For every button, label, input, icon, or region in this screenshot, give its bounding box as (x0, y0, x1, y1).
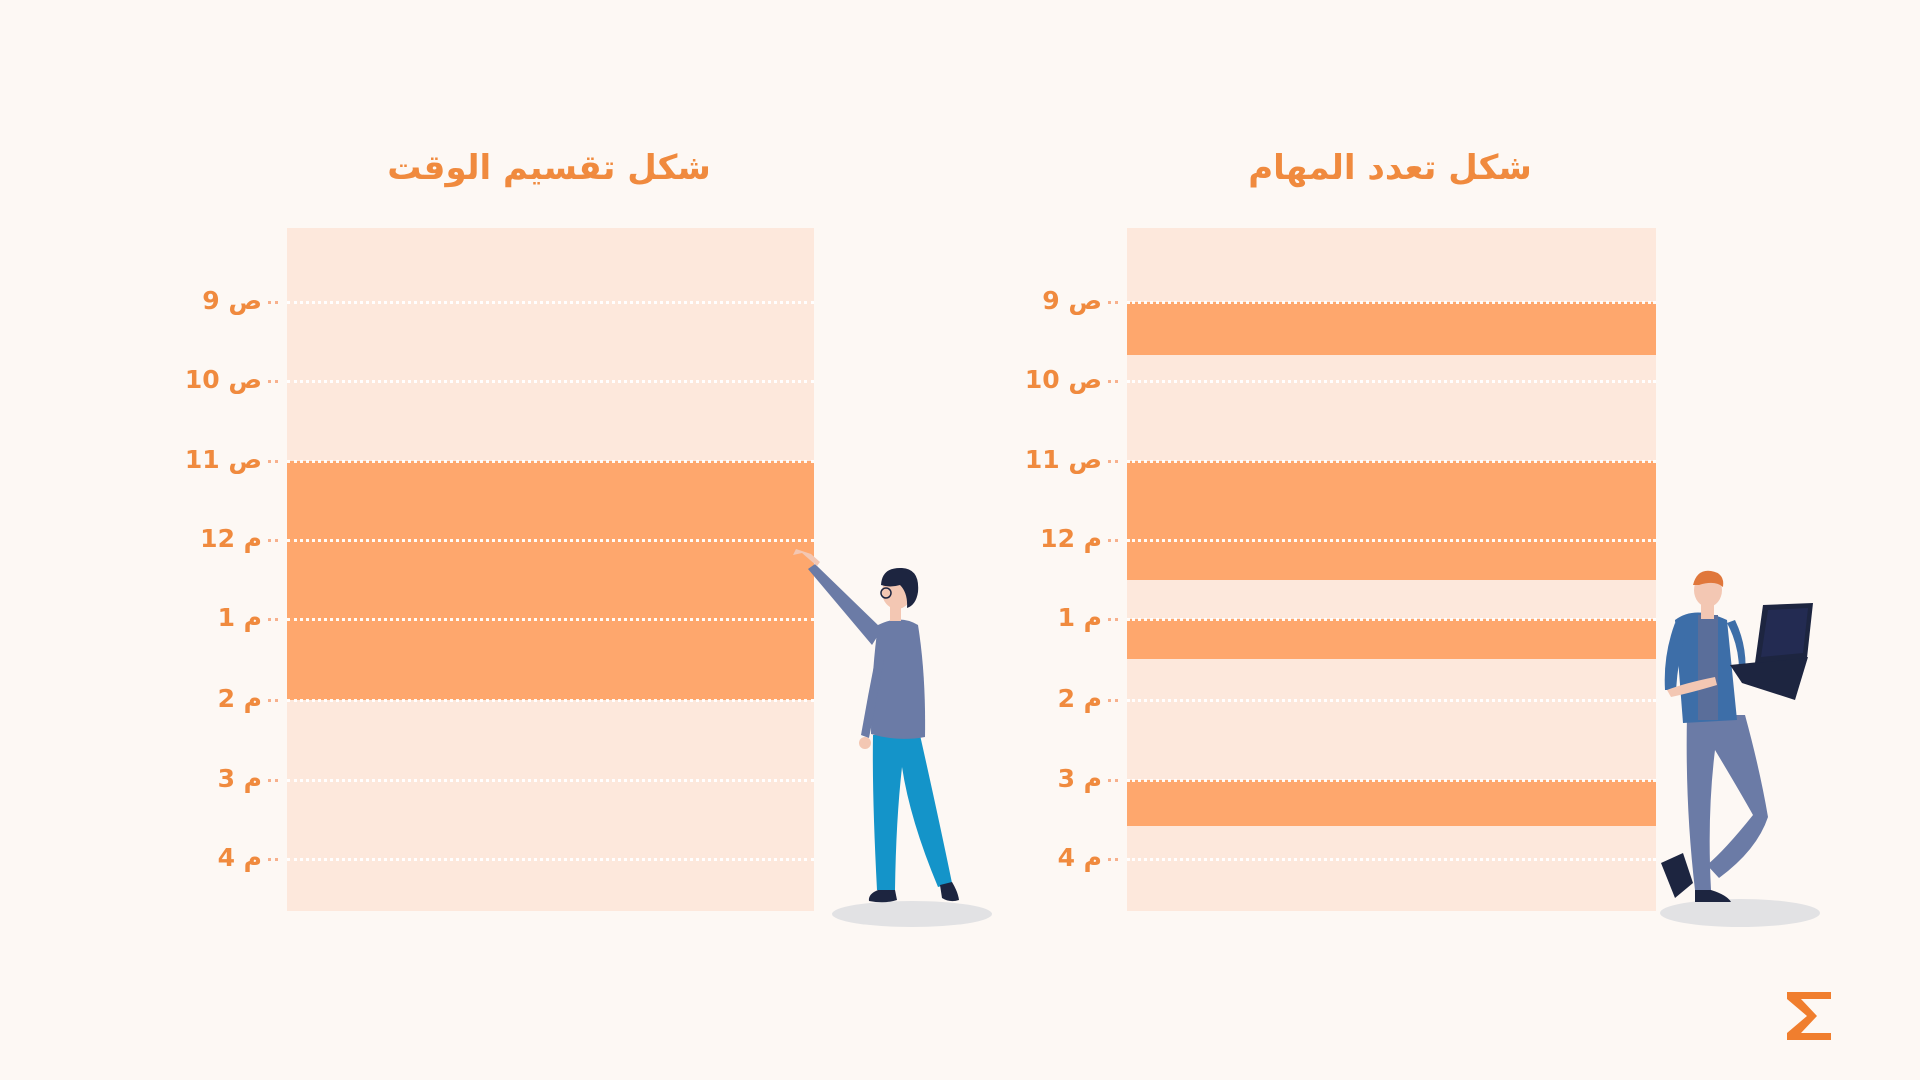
hour-line (287, 460, 814, 463)
busy-block (1127, 302, 1656, 355)
title-time-blocking: شكل تقسيم الوقت (387, 148, 711, 188)
hour-line (1127, 779, 1656, 782)
time-label: 2 م (217, 684, 262, 713)
hour-tick (1108, 460, 1118, 463)
time-label: 11 ص (1024, 445, 1102, 474)
time-label: 3 م (1057, 764, 1102, 793)
time-label: 12 م (1040, 524, 1102, 553)
hour-tick (268, 460, 278, 463)
hour-line (1127, 301, 1656, 304)
hour-line (287, 539, 814, 542)
hourglass-logo-icon (1787, 992, 1831, 1040)
hour-line (1127, 460, 1656, 463)
hour-tick (1108, 699, 1118, 702)
hour-line (1127, 539, 1656, 542)
time-label: 1 م (1057, 603, 1102, 632)
hour-line (1127, 699, 1656, 702)
hour-line (287, 618, 814, 621)
hour-line (1127, 858, 1656, 861)
hour-tick (1108, 301, 1118, 304)
busy-block (287, 461, 814, 700)
hour-tick (268, 618, 278, 621)
hour-line (287, 779, 814, 782)
hour-line (287, 699, 814, 702)
hour-tick (1108, 539, 1118, 542)
person-with-laptop-figure (1660, 570, 1820, 927)
busy-block (1127, 780, 1656, 827)
time-label: 2 م (1057, 684, 1102, 713)
busy-block (1127, 461, 1656, 580)
hour-tick (268, 858, 278, 861)
time-label: 9 ص (202, 286, 262, 315)
time-label: 1 م (217, 603, 262, 632)
hour-tick (268, 699, 278, 702)
pointing-person-figure (793, 549, 992, 927)
hour-tick (1108, 858, 1118, 861)
hour-line (287, 858, 814, 861)
schedule-panel-time-blocking (287, 228, 814, 911)
time-label: 4 م (217, 843, 262, 872)
hour-tick (268, 779, 278, 782)
time-label: 9 ص (1042, 286, 1102, 315)
busy-block (1127, 619, 1656, 659)
hour-tick (268, 301, 278, 304)
schedule-panel-multitasking (1127, 228, 1656, 911)
hour-line (1127, 380, 1656, 383)
hour-line (287, 380, 814, 383)
time-label: 11 ص (184, 445, 262, 474)
hour-tick (1108, 779, 1118, 782)
hour-tick (1108, 618, 1118, 621)
hour-line (1127, 618, 1656, 621)
hour-tick (268, 380, 278, 383)
time-label: 10 ص (1024, 365, 1102, 394)
time-label: 4 م (1057, 843, 1102, 872)
time-label: 10 ص (184, 365, 262, 394)
title-multitasking: شكل تعدد المهام (1248, 148, 1532, 188)
hour-tick (1108, 380, 1118, 383)
time-label: 12 م (200, 524, 262, 553)
time-label: 3 م (217, 764, 262, 793)
hour-line (287, 301, 814, 304)
hour-tick (268, 539, 278, 542)
